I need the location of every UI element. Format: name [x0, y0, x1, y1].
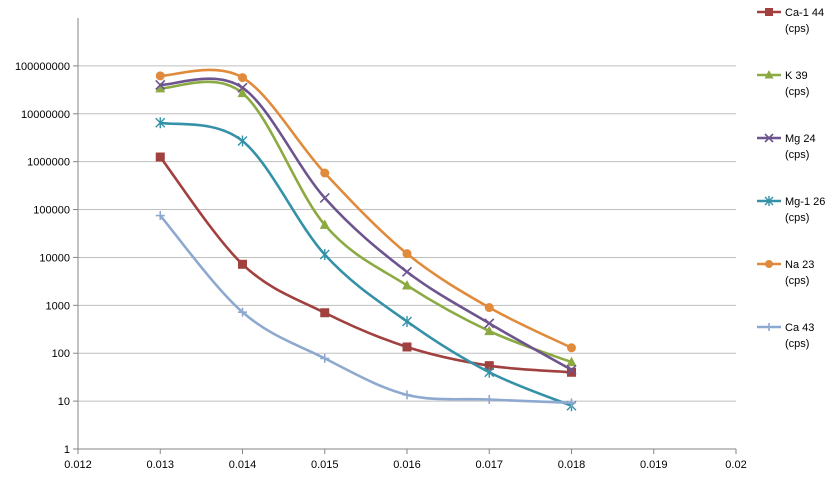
x-tick-label: 0.018 — [558, 459, 586, 471]
series-line — [160, 77, 573, 371]
legend-label: Mg-1 26 — [785, 196, 825, 208]
data-point — [484, 303, 494, 313]
legend-label: Na 23 — [785, 259, 814, 271]
data-point — [566, 364, 577, 375]
legend-unit: (cps) — [785, 338, 809, 350]
data-point — [484, 361, 494, 371]
series-k-39 — [155, 80, 577, 367]
x-tick-label: 0.014 — [229, 459, 257, 471]
series-line — [159, 121, 572, 407]
data-point — [567, 398, 576, 408]
data-point — [155, 71, 165, 81]
x-tick-label: 0.017 — [475, 459, 503, 471]
legend-item: Mg 24 (cps) — [757, 133, 816, 161]
legend-unit: (cps) — [785, 212, 809, 224]
data-point — [237, 135, 248, 147]
data-point — [567, 367, 576, 377]
data-point — [484, 318, 495, 329]
legend-unit: (cps) — [785, 149, 809, 161]
data-point — [402, 279, 412, 290]
data-point — [319, 192, 330, 203]
x-tick-label: 0.019 — [640, 459, 668, 471]
y-tick-label: 10 — [58, 396, 70, 408]
data-point — [155, 82, 166, 93]
y-tick-label: 10000000 — [21, 109, 70, 121]
data-point — [402, 390, 412, 400]
data-point — [484, 395, 494, 405]
x-tick-label: 0.012 — [64, 459, 92, 471]
data-point — [238, 259, 247, 269]
legend-marker — [765, 260, 773, 268]
legend-item: K 39 (cps) — [757, 70, 809, 98]
data-point — [319, 219, 330, 229]
legend-unit: (cps) — [785, 23, 809, 35]
data-point — [155, 79, 166, 91]
y-tick-label: 1000 — [46, 300, 70, 312]
legend-marker — [764, 196, 774, 206]
x-tick-label: 0.015 — [311, 459, 339, 471]
data-point — [238, 307, 247, 317]
y-tick-label: 1000000 — [27, 157, 70, 169]
data-point — [567, 343, 576, 353]
data-point — [237, 82, 248, 93]
data-point — [402, 315, 412, 327]
data-point — [320, 353, 330, 363]
axes — [73, 18, 737, 454]
series-group — [155, 68, 577, 412]
legend-item: Mg-1 26 (cps) — [757, 196, 825, 224]
x-tick-label: 0.016 — [393, 459, 421, 471]
gridlines — [78, 65, 736, 402]
legend-marker — [764, 70, 774, 79]
legend-item: Ca 43 (cps) — [757, 322, 814, 350]
y-tick-label: 10000 — [39, 252, 70, 264]
data-point — [155, 211, 165, 221]
data-point — [320, 168, 330, 178]
y-tick-label: 100000 — [33, 205, 70, 217]
legend-marker — [765, 323, 773, 331]
data-point — [237, 87, 248, 98]
legend-label: Ca 43 — [785, 322, 814, 334]
data-point — [566, 356, 577, 367]
data-point — [401, 266, 413, 277]
data-point — [155, 152, 165, 162]
series-na-23 — [155, 68, 576, 353]
y-tick-label: 100 — [52, 348, 70, 360]
tick-labels: 1 10 100 1000 10000 100000 1000000 10000000 1000… — [15, 61, 747, 471]
data-point — [238, 73, 247, 83]
legend-label: Mg 24 — [785, 133, 816, 145]
legend-unit: (cps) — [785, 86, 809, 98]
legend-marker — [764, 133, 774, 143]
legend-marker — [765, 8, 773, 16]
legend-label: K 39 — [785, 70, 808, 82]
series-line — [159, 156, 572, 374]
series-line — [159, 214, 572, 405]
series-line — [160, 80, 572, 364]
data-point — [484, 325, 495, 336]
series-ca-1-44 — [155, 152, 576, 377]
legend-label: Ca-1 44 — [785, 7, 824, 19]
data-point — [484, 366, 495, 378]
data-point — [320, 308, 330, 318]
legend-item: Ca-1 44 (cps) — [757, 7, 824, 35]
series-mg-24 — [155, 77, 577, 375]
y-tick-label: 1 — [64, 444, 70, 456]
data-point — [402, 342, 412, 352]
series-line — [160, 68, 573, 349]
legend-item: Na 23 (cps) — [757, 259, 814, 287]
legend-unit: (cps) — [785, 275, 809, 287]
series-ca-43 — [155, 211, 576, 408]
data-point — [319, 249, 330, 261]
legend: Ca-1 44 (cps) K 39 (cps) Mg 24 (cps) Mg-1 26 (c… — [757, 7, 825, 350]
x-tick-label: 0.013 — [146, 459, 174, 471]
y-tick-label: 100000000 — [15, 61, 70, 73]
x-tick-label: 0.02 — [725, 459, 746, 471]
data-point — [155, 117, 166, 129]
data-point — [402, 249, 412, 259]
